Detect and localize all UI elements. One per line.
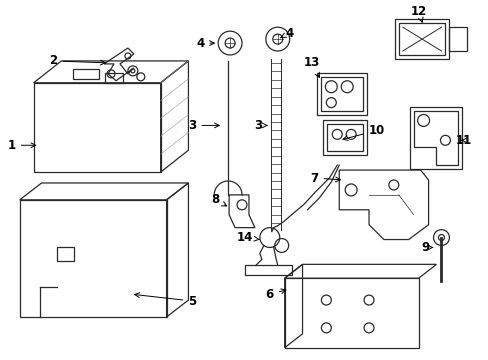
Text: 12: 12 — [410, 5, 426, 22]
Text: 14: 14 — [236, 231, 259, 244]
Text: 4: 4 — [280, 27, 293, 40]
Text: 6: 6 — [265, 288, 285, 301]
Text: 4: 4 — [196, 37, 214, 50]
Text: 3: 3 — [188, 119, 219, 132]
Text: 13: 13 — [303, 57, 319, 77]
Text: 8: 8 — [211, 193, 226, 206]
Text: 11: 11 — [455, 134, 471, 147]
Text: 5: 5 — [135, 293, 196, 307]
Text: 10: 10 — [342, 124, 385, 140]
Text: 3: 3 — [253, 119, 267, 132]
Text: 2: 2 — [49, 54, 105, 67]
Text: 7: 7 — [310, 171, 340, 185]
Text: 9: 9 — [421, 241, 432, 254]
Text: 1: 1 — [8, 139, 36, 152]
